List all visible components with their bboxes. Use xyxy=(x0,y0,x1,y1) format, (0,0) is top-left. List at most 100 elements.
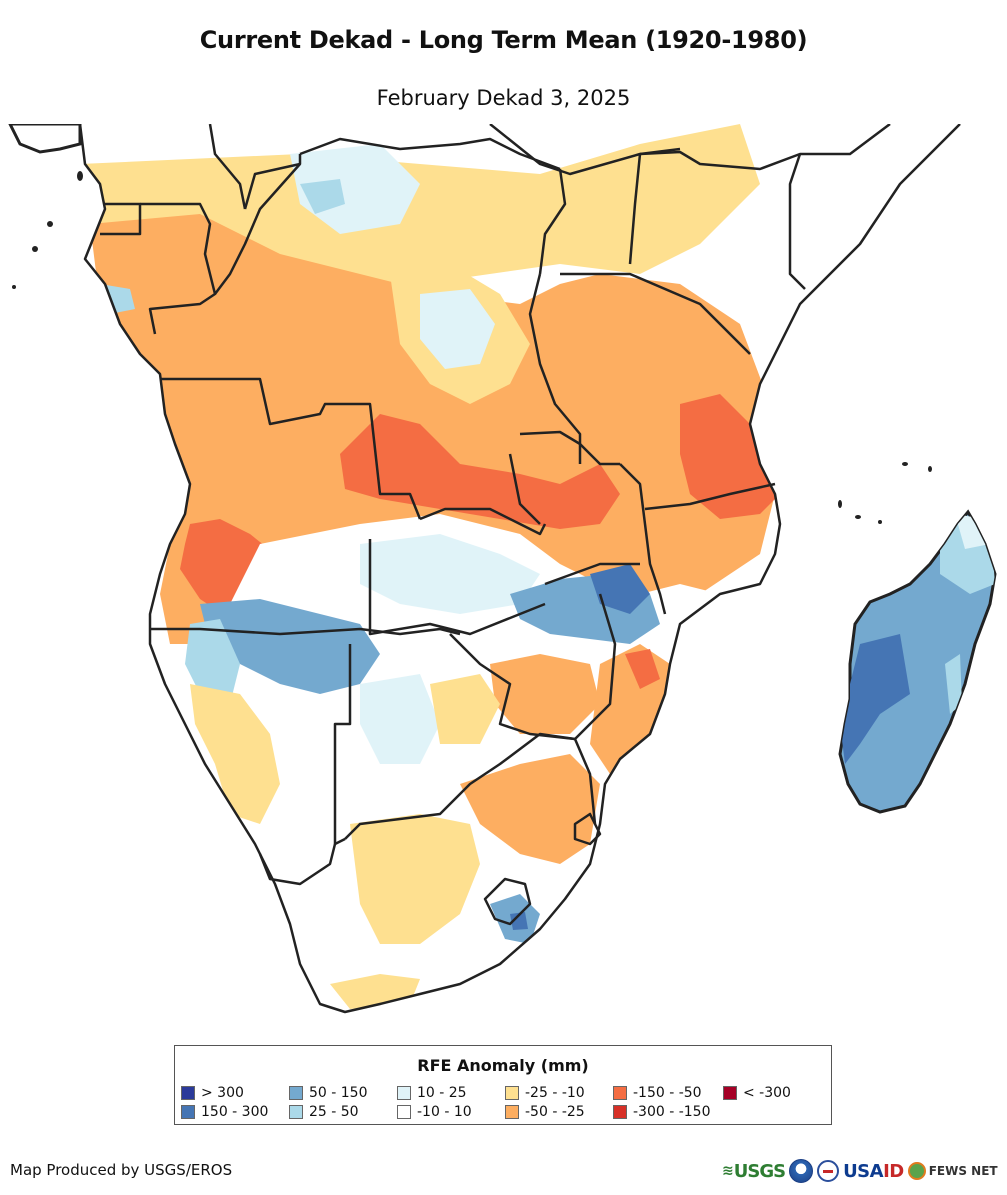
border-lesotho xyxy=(483,877,532,926)
legend-item: -150 - -50 xyxy=(613,1084,702,1102)
usgs-wave-icon: ≋ xyxy=(722,1163,734,1179)
border-car-drc xyxy=(299,137,561,171)
zone-25-50-nigeria xyxy=(10,124,80,159)
anomaly-fill xyxy=(10,124,780,1009)
map-subtitle: February Dekad 3, 2025 xyxy=(376,86,631,110)
legend-swatch xyxy=(613,1086,627,1100)
legend-label: > 300 xyxy=(201,1085,244,1101)
border-nigeria-cameroon xyxy=(208,124,247,210)
border-tanzania-mozambique xyxy=(644,482,776,511)
legend-label: 10 - 25 xyxy=(417,1085,467,1101)
dhs-seal-logo xyxy=(817,1160,840,1182)
border-zambia-mozambique xyxy=(544,562,640,586)
border-botswana-sa xyxy=(344,732,576,840)
zone-white-drc xyxy=(420,289,495,369)
legend-swatch xyxy=(289,1086,303,1100)
border-gabon-congo xyxy=(140,202,217,335)
legend-title: RFE Anomaly (mm) xyxy=(417,1056,589,1075)
madagascar xyxy=(838,509,997,814)
legend-swatch xyxy=(289,1105,303,1119)
zone-25-50-namibia xyxy=(185,619,240,704)
mad-zone-150-300 xyxy=(840,634,910,764)
border-zambia-zimbabwe xyxy=(368,539,546,636)
legend-label: -150 - -50 xyxy=(633,1085,702,1101)
partner-logos: ≋ USGS USAID FEWS NET xyxy=(722,1158,998,1184)
usaid-logo: USAID xyxy=(843,1160,904,1182)
zone-50-25-sa-ne xyxy=(460,754,600,864)
legend-swatch xyxy=(181,1086,195,1100)
border-cameroon-car xyxy=(243,154,302,210)
map-title: Current Dekad - Long Term Mean (1920-198… xyxy=(199,26,808,54)
zone-50-25-drc xyxy=(90,214,775,644)
legend-item: < -300 xyxy=(723,1084,791,1102)
border-congo-drc xyxy=(214,163,301,295)
legend-item: -300 - -150 xyxy=(613,1103,711,1121)
coastline xyxy=(78,124,961,1014)
border-zimbabwe-mozambique xyxy=(574,593,617,740)
noaa-logo xyxy=(789,1159,814,1183)
gulf-coast-shape xyxy=(8,124,82,154)
border-malawi xyxy=(619,463,667,615)
zone-10-25-zambia xyxy=(360,534,540,614)
legend-swatch xyxy=(505,1105,519,1119)
legend-label: 150 - 300 xyxy=(201,1104,269,1120)
legend-swatch xyxy=(613,1105,627,1119)
zone-blue-north-congo-2 xyxy=(300,179,345,214)
islands xyxy=(12,171,932,524)
zone-150-300-kzn xyxy=(510,912,528,930)
border-drc-angola xyxy=(160,377,422,520)
border-drc-tanzania-zambia xyxy=(519,430,620,466)
border-equatorial-guinea xyxy=(100,202,142,236)
zone-150-300-malawi xyxy=(590,564,650,614)
usgs-logo: ≋ USGS xyxy=(722,1160,786,1182)
border-drc-uganda-rwanda xyxy=(528,273,582,464)
legend-item: 150 - 300 xyxy=(181,1103,268,1121)
legend-swatch xyxy=(723,1086,737,1100)
legend-swatch xyxy=(397,1086,411,1100)
legend-label: -25 - -10 xyxy=(525,1085,585,1101)
border-uganda-kenya xyxy=(628,153,642,265)
zone-25-10-namibia xyxy=(190,684,280,824)
zone-150-50-drc-south xyxy=(340,414,620,529)
zone-50-25-zimbabwe xyxy=(490,654,600,734)
legend-label: 25 - 50 xyxy=(309,1104,359,1120)
fews-net-logo: FEWS NET xyxy=(907,1162,998,1180)
legend-swatch xyxy=(181,1105,195,1119)
border-zambia-tanzania xyxy=(508,453,541,525)
zone-10-25-botswana xyxy=(360,674,440,764)
border-kenya-somalia xyxy=(788,153,806,290)
credit-text: Map Produced by USGS/EROS xyxy=(10,1161,233,1179)
border-namibia-sa xyxy=(258,843,337,886)
legend-item: -50 - -25 xyxy=(505,1103,585,1121)
legend-item: 25 - 50 xyxy=(289,1103,359,1121)
mad-zone-25-50-east xyxy=(945,654,962,714)
legend: RFE Anomaly (mm) > 300 150 - 300 50 - 150 2… xyxy=(174,1045,832,1125)
border-eswatini xyxy=(573,812,602,846)
zone-50-150-namibia-north xyxy=(200,599,380,694)
border-south-sudan-uganda xyxy=(538,168,567,275)
border-kenya-tanzania xyxy=(560,272,751,355)
legend-label: -300 - -150 xyxy=(633,1104,711,1120)
legend-label: -50 - -25 xyxy=(525,1104,585,1120)
border-drc-zambia xyxy=(419,507,547,536)
zone-150-50-mozambique xyxy=(625,649,660,689)
legend-item: 10 - 25 xyxy=(397,1084,467,1102)
border-sa-mozambique xyxy=(573,738,597,825)
legend-label: -10 - 10 xyxy=(417,1104,472,1120)
zone-25-10-sa-central xyxy=(350,814,480,944)
legend-swatch xyxy=(505,1086,519,1100)
border-botswana-zimbabwe xyxy=(449,633,576,741)
legend-swatch xyxy=(397,1105,411,1119)
legend-item: > 300 xyxy=(181,1084,244,1102)
border-angola-namibia xyxy=(150,627,461,636)
zone-25-10-botswana-east xyxy=(430,674,500,744)
legend-label: < -300 xyxy=(743,1085,791,1101)
legend-item: -25 - -10 xyxy=(505,1084,585,1102)
border-ethiopia-kenya xyxy=(639,124,891,171)
legend-label: 50 - 150 xyxy=(309,1085,368,1101)
anomaly-map xyxy=(8,124,997,1014)
globe-icon xyxy=(907,1162,926,1180)
legend-item: -10 - 10 xyxy=(397,1103,472,1121)
legend-item: 50 - 150 xyxy=(289,1084,368,1102)
boundaries xyxy=(78,124,961,1014)
